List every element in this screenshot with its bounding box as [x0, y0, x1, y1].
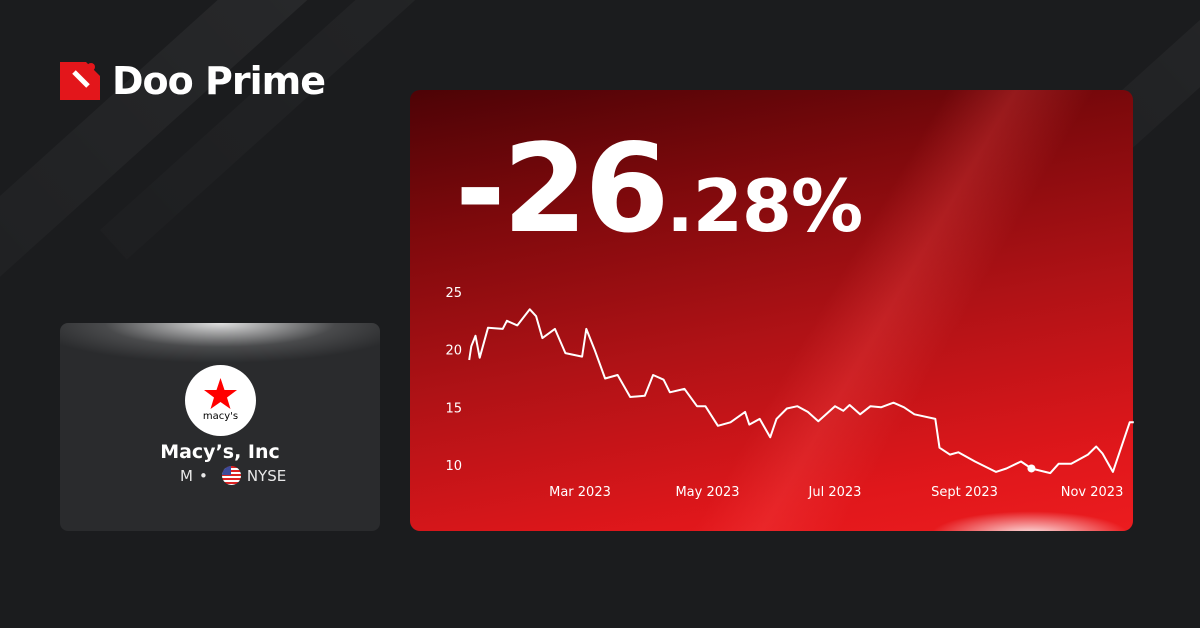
ticker-row: M • NYSE	[180, 466, 286, 485]
price-line	[468, 308, 1134, 475]
stock-info-card: macy's Macy’s, Inc M • NYSE	[60, 323, 380, 531]
percent-change-decimal: .28%	[666, 164, 863, 248]
brand-logo: Doo Prime	[60, 59, 326, 103]
y-tick-label: 10	[445, 459, 462, 474]
brand-name: Doo Prime	[112, 59, 326, 103]
y-tick-label: 20	[445, 344, 462, 359]
doo-prime-logo-icon	[60, 62, 100, 100]
ticker-symbol: M	[180, 466, 193, 485]
company-logo: macy's	[185, 365, 256, 436]
percent-change: -26.28%	[455, 128, 863, 250]
percent-change-integer: -26	[455, 118, 669, 260]
x-tick-label: Sept 2023	[931, 485, 998, 500]
x-tick-label: Mar 2023	[549, 485, 611, 500]
company-logo-text: macy's	[202, 411, 239, 422]
exchange-name: NYSE	[246, 466, 287, 485]
y-tick-label: 25	[445, 286, 462, 301]
x-tick-label: Nov 2023	[1061, 485, 1124, 500]
company-name: Macy’s, Inc	[160, 441, 280, 463]
x-tick-label: Jul 2023	[808, 485, 862, 500]
card-glow	[60, 323, 380, 363]
separator-dot: •	[198, 466, 208, 485]
red-star-icon	[204, 378, 237, 409]
x-tick-label: May 2023	[675, 485, 739, 500]
price-marker	[1027, 464, 1036, 473]
y-tick-label: 15	[445, 401, 462, 416]
panel-bottom-glow	[930, 511, 1130, 531]
us-flag-icon	[221, 466, 241, 485]
